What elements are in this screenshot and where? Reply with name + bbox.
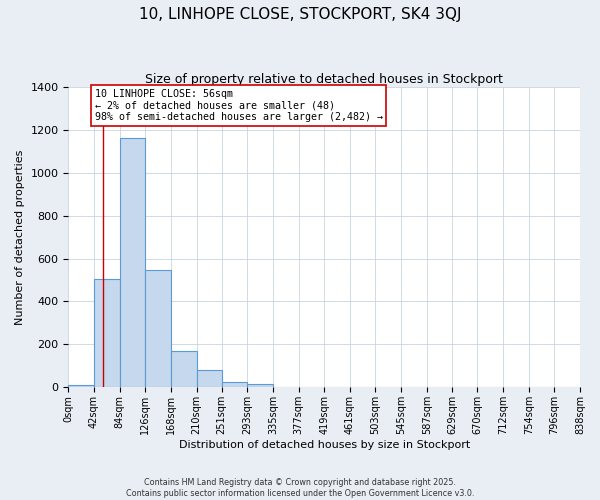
Bar (94, 279, 119, 388)
Title: Size of property relative to detached houses in Stockport: Size of property relative to detached ho… (145, 72, 503, 86)
Bar (171, 351, 197, 388)
Text: 10 LINHOPE CLOSE: 56sqm
← 2% of detached houses are smaller (48)
98% of semi-det: 10 LINHOPE CLOSE: 56sqm ← 2% of detached… (95, 89, 383, 122)
Text: Contains HM Land Registry data © Crown copyright and database right 2025.
Contai: Contains HM Land Registry data © Crown c… (126, 478, 474, 498)
Text: 10, LINHOPE CLOSE, STOCKPORT, SK4 3QJ: 10, LINHOPE CLOSE, STOCKPORT, SK4 3QJ (139, 8, 461, 22)
Bar (247, 384, 273, 388)
X-axis label: Distribution of detached houses by size in Stockport: Distribution of detached houses by size … (179, 440, 470, 450)
Bar (68, 386, 94, 388)
Bar (221, 382, 247, 388)
Y-axis label: Number of detached properties: Number of detached properties (15, 150, 25, 324)
Bar (145, 270, 171, 388)
Bar (119, 138, 145, 388)
Bar (197, 370, 221, 388)
